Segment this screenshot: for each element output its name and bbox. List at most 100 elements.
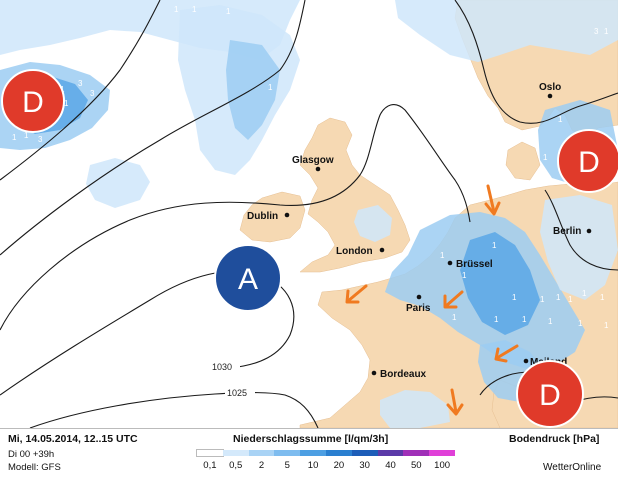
precip-area-iberia bbox=[380, 390, 450, 428]
land-denmark bbox=[505, 141, 541, 181]
precip-number: 1 bbox=[462, 271, 467, 280]
land-ireland bbox=[239, 191, 306, 243]
precip-number: 1 bbox=[492, 241, 497, 250]
map-footer: Mi, 14.05.2014, 12..15 UTC Di 00 +39h Mo… bbox=[0, 428, 618, 478]
precip-number: 1 bbox=[494, 315, 499, 324]
precip-number: 1 bbox=[604, 321, 609, 330]
precipitation-legend-title: Niederschlagssumme [l/qm/3h] bbox=[233, 433, 389, 445]
city-dot-dublin bbox=[284, 212, 290, 218]
isobar-label-bg bbox=[210, 361, 240, 373]
city-dot-brussels bbox=[447, 260, 453, 266]
precip-number: 3 bbox=[594, 27, 599, 36]
isobar-line bbox=[544, 189, 618, 271]
city-label-dublin: Dublin bbox=[247, 211, 278, 222]
scale-label: 50 bbox=[411, 460, 422, 471]
scale-swatch bbox=[351, 450, 378, 456]
scale-label: 30 bbox=[359, 460, 370, 471]
scale-label: 2 bbox=[258, 460, 265, 471]
precip-area-england bbox=[354, 205, 392, 242]
precip-number: 1 bbox=[540, 295, 545, 304]
precip-number: 1 bbox=[604, 27, 609, 36]
scale-swatch bbox=[403, 450, 430, 456]
precip-number: 1 bbox=[512, 293, 517, 302]
brand-logo: WetterOnline bbox=[543, 462, 602, 473]
low-pressure-letter: D bbox=[539, 379, 561, 412]
precip-number: 1 bbox=[548, 317, 553, 326]
precip-number: 1 bbox=[582, 289, 587, 298]
scale-label: 0,5 bbox=[229, 460, 243, 471]
precip-number: 1 bbox=[12, 133, 17, 142]
city-dot-london bbox=[379, 247, 385, 253]
wind-arrow-icon bbox=[446, 388, 464, 416]
city-label-bordeaux: Bordeaux bbox=[380, 369, 427, 380]
scale-swatch bbox=[429, 450, 455, 456]
scale-label: 10 bbox=[307, 460, 319, 471]
precipitation-layer bbox=[0, 0, 618, 428]
city-label-brussels: Brüssel bbox=[456, 259, 493, 270]
low-pressure-letter: D bbox=[22, 86, 44, 119]
isobar-line bbox=[0, 0, 161, 181]
precipitation-color-scale bbox=[196, 449, 455, 457]
precip-number: 1 bbox=[522, 315, 527, 324]
precipitation-scale-labels: 0,1 0,5 2 5 10 20 30 40 50 100 bbox=[197, 460, 455, 472]
scale-swatch bbox=[222, 450, 249, 456]
scale-swatch bbox=[248, 450, 275, 456]
precip-area-scotland-core bbox=[226, 40, 280, 140]
city-dot-milan bbox=[523, 358, 529, 364]
scale-swatch bbox=[274, 450, 301, 456]
precip-area-north-sea bbox=[395, 0, 618, 62]
precip-number: 1 bbox=[568, 295, 573, 304]
precip-number: 1 bbox=[600, 293, 605, 302]
isobar-label-bg bbox=[225, 387, 255, 399]
pressure-legend-title: Bodendruck [hPa] bbox=[509, 433, 600, 445]
precip-number: 3 bbox=[90, 89, 95, 98]
weather-map: 1030 1025 3 1 3 1 1 1 3 1 1 1 1 1 3 1 1 … bbox=[0, 0, 618, 428]
forecast-run: Di 00 +39h bbox=[8, 449, 55, 460]
low-pressure-italy-badge: D bbox=[516, 360, 584, 428]
scale-label: 0,1 bbox=[203, 460, 217, 471]
scale-swatch bbox=[377, 450, 404, 456]
scale-swatch bbox=[300, 450, 326, 456]
isobar-line bbox=[0, 0, 306, 256]
city-dot-paris bbox=[416, 294, 422, 300]
scale-label: 100 bbox=[434, 460, 451, 471]
precip-number: 1 bbox=[278, 138, 283, 147]
precip-number: 1 bbox=[543, 153, 548, 162]
precip-number: 1 bbox=[578, 319, 583, 328]
low-pressure-letter: D bbox=[578, 146, 600, 179]
precip-number: 1 bbox=[174, 5, 179, 14]
precip-number: 1 bbox=[556, 293, 561, 302]
forecast-model: Modell: GFS bbox=[8, 462, 61, 473]
city-dot-bordeaux bbox=[371, 370, 377, 376]
city-label-oslo: Oslo bbox=[539, 82, 561, 93]
precip-number: 1 bbox=[268, 83, 273, 92]
wind-arrow-icon bbox=[484, 184, 501, 216]
precip-number: 1 bbox=[24, 131, 29, 140]
wind-arrows bbox=[345, 184, 519, 416]
high-pressure-atlantic-badge: A bbox=[214, 244, 282, 312]
precip-number: 1 bbox=[226, 7, 231, 16]
precip-number: 1 bbox=[64, 99, 69, 108]
precip-number: 1 bbox=[440, 251, 445, 260]
low-pressure-scandinavia-badge: D bbox=[557, 129, 618, 193]
scale-label: 5 bbox=[284, 460, 290, 471]
low-pressure-west-badge: D bbox=[1, 69, 65, 133]
city-dot-glasgow bbox=[315, 166, 321, 172]
precip-number: 1 bbox=[192, 5, 197, 14]
pressure-systems: D D A D bbox=[1, 69, 618, 428]
wind-arrow-icon bbox=[345, 284, 368, 304]
precip-area-france-core bbox=[460, 232, 540, 335]
city-label-london: London bbox=[336, 246, 373, 257]
wind-arrow-icon bbox=[443, 290, 464, 309]
precip-area-atlantic-band bbox=[86, 158, 150, 208]
city-label-paris: Paris bbox=[406, 303, 431, 314]
precip-number: 3 bbox=[38, 135, 43, 144]
precip-number: 1 bbox=[558, 115, 563, 124]
isobar-line bbox=[454, 0, 618, 124]
precip-number: 1 bbox=[452, 313, 457, 322]
isobar-label-1030: 1030 bbox=[212, 362, 232, 372]
forecast-date: Mi, 14.05.2014, 12..15 UTC bbox=[8, 433, 138, 445]
city-dot-berlin bbox=[586, 228, 592, 234]
scale-label: 20 bbox=[333, 460, 345, 471]
isobar-line bbox=[0, 104, 471, 331]
